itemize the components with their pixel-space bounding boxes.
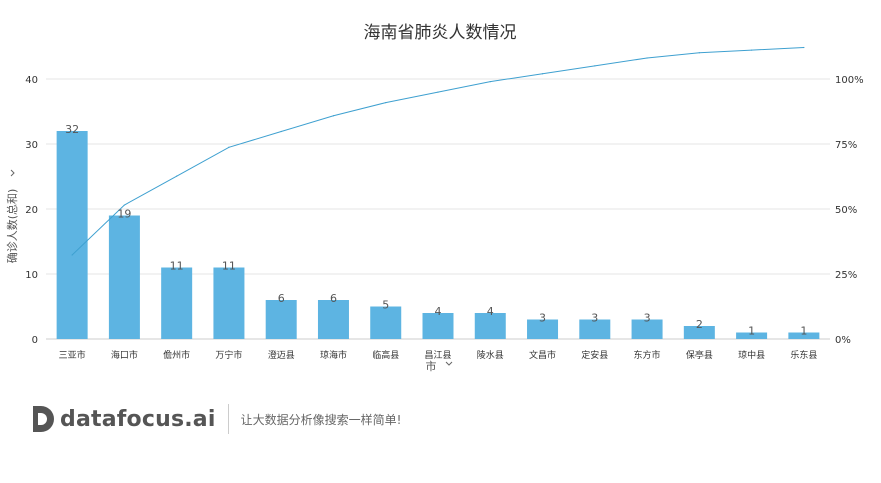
x-axis-title: 市: [426, 359, 437, 373]
line-point[interactable]: [385, 102, 387, 104]
bar-value-label: 2: [696, 318, 703, 331]
y-axis-left: 0 10 20 30 40: [25, 75, 38, 346]
bar[interactable]: [527, 319, 559, 340]
x-tick-label: 临高县: [372, 349, 399, 361]
x-tick-label: 琼中县: [738, 349, 765, 361]
y2-tick-label: 50%: [835, 205, 857, 216]
x-tick-label: 琼海市: [320, 349, 347, 361]
x-tick-label: 昌江县: [424, 350, 451, 361]
line-point[interactable]: [541, 73, 544, 75]
bar[interactable]: [474, 313, 506, 339]
x-tick-label: 陵水县: [477, 349, 504, 361]
bar-value-label: 5: [382, 299, 389, 312]
y2-tick-label: 25%: [835, 270, 857, 281]
bar[interactable]: [422, 313, 454, 339]
bar[interactable]: [56, 131, 88, 339]
bar[interactable]: [683, 326, 715, 339]
x-axis-chevron-icon: [445, 361, 453, 366]
line-point[interactable]: [71, 254, 73, 256]
x-axis-title-group[interactable]: 市: [426, 359, 453, 373]
line-point[interactable]: [280, 130, 282, 133]
y-tick-label: 0: [32, 335, 38, 346]
y2-tick-label: 0%: [835, 335, 851, 346]
y-tick-label: 10: [25, 270, 38, 281]
bar[interactable]: [736, 332, 768, 340]
bar-value-label: 11: [222, 260, 236, 273]
y-axis-title: 确诊人数(总和): [5, 189, 19, 264]
bar-value-label: 4: [435, 305, 442, 318]
bar-value-label: 3: [539, 312, 546, 325]
x-tick-label: 澄迈县: [268, 349, 295, 361]
x-tick-label: 三亚市: [59, 349, 86, 361]
line-point[interactable]: [698, 52, 700, 54]
bar[interactable]: [265, 300, 297, 339]
brand-slogan: 让大数据分析像搜索一样简单!: [240, 412, 402, 427]
y2-tick-label: 100%: [835, 75, 864, 86]
line-point[interactable]: [594, 65, 596, 67]
y-axis-right: 0% 25% 50% 75% 100%: [835, 75, 864, 346]
x-tick-label: 定安县: [581, 349, 608, 361]
line-point[interactable]: [437, 91, 439, 93]
bar-value-label: 1: [800, 325, 807, 338]
brand-footer: datafocus.ai 让大数据分析像搜索一样简单!: [30, 402, 401, 436]
bar[interactable]: [579, 319, 611, 340]
bar[interactable]: [317, 300, 349, 339]
bar-value-label: 6: [330, 292, 337, 305]
x-tick-label: 儋州市: [163, 349, 190, 361]
bar-value-label: 19: [117, 208, 131, 221]
bar[interactable]: [370, 306, 402, 340]
chart-canvas: 海南省肺炎人数情况 0 10 20 30 40 0% 25% 50% 75% 100% 三亚市 海…: [5, 23, 864, 373]
y-tick-label: 20: [25, 205, 38, 216]
bar-value-label: 3: [591, 312, 598, 325]
line-point[interactable]: [332, 115, 335, 117]
bar-value-label: 1: [748, 325, 755, 338]
cumulative-line: [71, 46, 805, 256]
x-tick-label: 海口市: [111, 349, 138, 361]
y2-tick-label: 75%: [835, 140, 857, 151]
line-point[interactable]: [176, 175, 178, 177]
bar[interactable]: [161, 267, 193, 340]
x-tick-label: 文昌市: [529, 349, 556, 361]
x-tick-label: 乐东县: [790, 349, 817, 361]
bar-value-label: 3: [644, 312, 651, 325]
bar-value-label: 11: [170, 260, 184, 273]
bar-value-label: 6: [278, 292, 285, 305]
bar[interactable]: [213, 267, 245, 340]
bar[interactable]: [631, 319, 663, 340]
line-point[interactable]: [646, 57, 648, 59]
brand-divider: [227, 404, 229, 434]
bar[interactable]: [788, 332, 820, 340]
y-tick-label: 40: [25, 75, 38, 86]
x-axis: 三亚市 海口市 儋州市 万宁市 澄迈县 琼海市 临高县 昌江县 陵水县 文昌市 定安县 东方市 保亭县 琼…: [59, 349, 818, 361]
x-tick-label: 东方市: [634, 349, 661, 361]
bar[interactable]: [108, 215, 140, 340]
line-point[interactable]: [489, 81, 491, 83]
y-axis-chevron-icon: [10, 169, 15, 177]
line-point[interactable]: [123, 204, 125, 206]
y-tick-label: 30: [25, 140, 38, 151]
chart-title: 海南省肺炎人数情况: [364, 23, 517, 43]
x-tick-label: 保亭县: [686, 349, 713, 361]
bar-value-label: 32: [65, 123, 79, 136]
x-tick-label: 万宁市: [215, 349, 242, 361]
line-point[interactable]: [228, 146, 230, 148]
brand-name: datafocus.ai: [60, 406, 216, 432]
datafocus-logo-icon: [33, 406, 54, 432]
line-point[interactable]: [751, 49, 753, 51]
line-point[interactable]: [803, 46, 805, 49]
y-axis-title-group[interactable]: 确诊人数(总和): [5, 169, 19, 264]
bar-value-label: 4: [487, 305, 494, 318]
bars: [56, 131, 820, 340]
